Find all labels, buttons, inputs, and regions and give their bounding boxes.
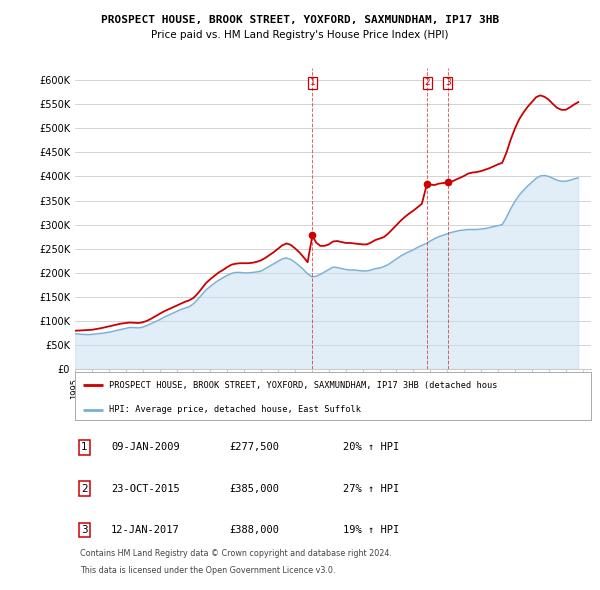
Text: 12-JAN-2017: 12-JAN-2017 bbox=[111, 525, 180, 535]
Text: £277,500: £277,500 bbox=[230, 442, 280, 453]
Text: PROSPECT HOUSE, BROOK STREET, YOXFORD, SAXMUNDHAM, IP17 3HB (detached hous: PROSPECT HOUSE, BROOK STREET, YOXFORD, S… bbox=[109, 381, 497, 390]
Text: 20% ↑ HPI: 20% ↑ HPI bbox=[343, 442, 400, 453]
Text: 1: 1 bbox=[310, 78, 315, 87]
Text: HPI: Average price, detached house, East Suffolk: HPI: Average price, detached house, East… bbox=[109, 405, 361, 414]
Text: 09-JAN-2009: 09-JAN-2009 bbox=[111, 442, 180, 453]
Text: 1: 1 bbox=[81, 442, 88, 453]
Text: 2: 2 bbox=[424, 78, 430, 87]
Text: 19% ↑ HPI: 19% ↑ HPI bbox=[343, 525, 400, 535]
Text: Price paid vs. HM Land Registry's House Price Index (HPI): Price paid vs. HM Land Registry's House … bbox=[151, 30, 449, 40]
Text: 3: 3 bbox=[445, 78, 451, 87]
Text: 23-OCT-2015: 23-OCT-2015 bbox=[111, 484, 180, 494]
Text: 3: 3 bbox=[81, 525, 88, 535]
Text: 2: 2 bbox=[81, 484, 88, 494]
Text: This data is licensed under the Open Government Licence v3.0.: This data is licensed under the Open Gov… bbox=[80, 566, 335, 575]
Text: Contains HM Land Registry data © Crown copyright and database right 2024.: Contains HM Land Registry data © Crown c… bbox=[80, 549, 392, 558]
Text: PROSPECT HOUSE, BROOK STREET, YOXFORD, SAXMUNDHAM, IP17 3HB: PROSPECT HOUSE, BROOK STREET, YOXFORD, S… bbox=[101, 15, 499, 25]
Text: £385,000: £385,000 bbox=[230, 484, 280, 494]
Text: 27% ↑ HPI: 27% ↑ HPI bbox=[343, 484, 400, 494]
Text: £388,000: £388,000 bbox=[230, 525, 280, 535]
